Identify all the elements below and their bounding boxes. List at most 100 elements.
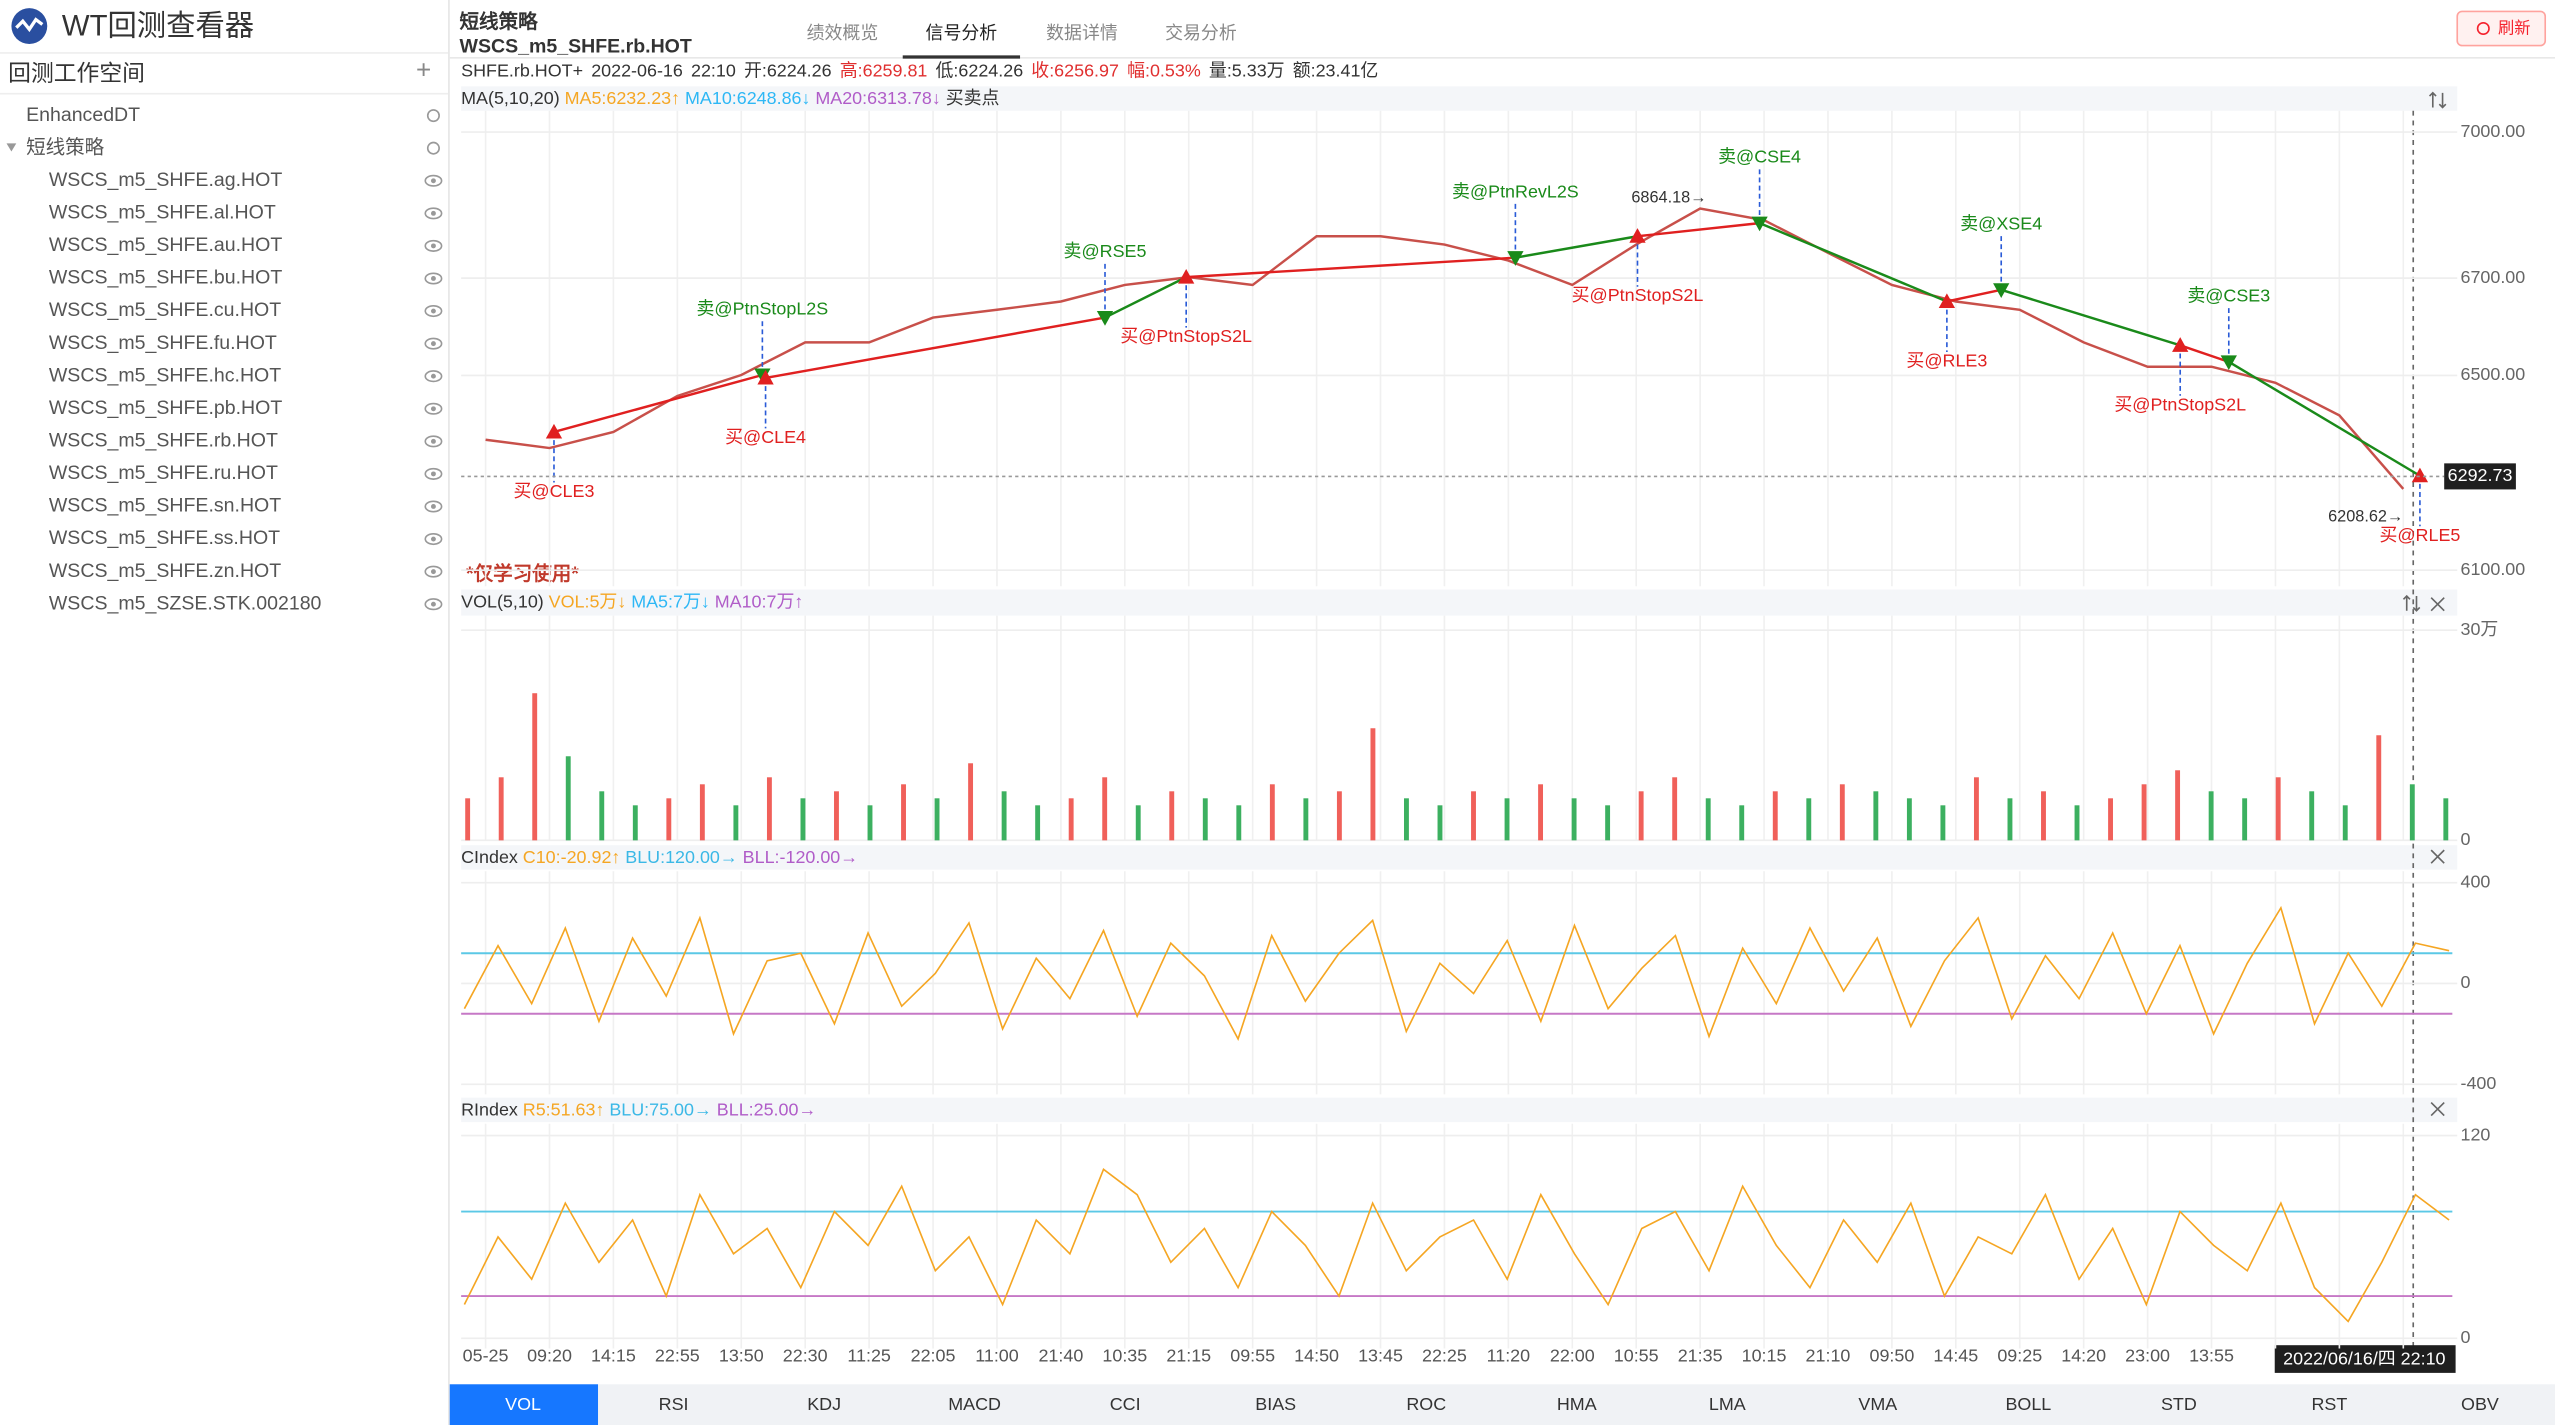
indicator-tab[interactable]: BIAS bbox=[1255, 1394, 1296, 1414]
tab[interactable]: 交易分析 bbox=[1165, 23, 1237, 43]
indicator-tab[interactable]: RST bbox=[2312, 1394, 2348, 1414]
eye-pupil bbox=[430, 341, 436, 347]
tree-leaf[interactable]: WSCS_m5_SHFE.ss.HOT bbox=[49, 527, 280, 549]
tree-node[interactable]: 短线策略 bbox=[26, 136, 105, 158]
close-icon[interactable] bbox=[2430, 849, 2445, 864]
extreme-label: 6864.18→ bbox=[1631, 188, 1706, 206]
x-tick-label: 13:45 bbox=[1358, 1345, 1403, 1365]
x-tick-label: 21:40 bbox=[1038, 1345, 1083, 1365]
tab[interactable]: 数据详情 bbox=[1046, 23, 1118, 43]
cursor-label: 2022/06/16/四 22:10 bbox=[2283, 1349, 2445, 1369]
eye-icon bbox=[424, 598, 443, 611]
x-tick-label: 21:35 bbox=[1678, 1345, 1723, 1365]
tree-leaf[interactable]: WSCS_m5_SHFE.sn.HOT bbox=[49, 495, 281, 517]
x-tick-label: 11:25 bbox=[847, 1345, 891, 1365]
tree-caret bbox=[6, 143, 17, 152]
y-tick-label: 6700.00 bbox=[2460, 267, 2525, 287]
eye-icon bbox=[424, 402, 443, 415]
indicator-tab[interactable]: BOLL bbox=[2005, 1394, 2051, 1414]
signal-marker bbox=[1096, 311, 1114, 326]
volume-bar bbox=[666, 798, 672, 841]
indicator-tab[interactable]: RSI bbox=[659, 1394, 689, 1414]
panel-legend: MA5:6232.23↑ bbox=[565, 88, 681, 108]
x-tick-label: 09:55 bbox=[1230, 1345, 1275, 1365]
volume-bar bbox=[1068, 798, 1074, 841]
signal-label: 买@RLE5 bbox=[2379, 525, 2460, 545]
quote-field: 额:23.41亿 bbox=[1293, 60, 1379, 80]
panel-legend: BLL:25.00→ bbox=[717, 1099, 817, 1119]
tab[interactable]: 绩效概览 bbox=[807, 23, 879, 43]
indicator-tab[interactable]: VOL bbox=[505, 1394, 541, 1414]
signal-marker bbox=[1993, 283, 2010, 298]
resize-icon[interactable] bbox=[2428, 91, 2447, 109]
signal-label: 卖@PtnStopL2S bbox=[697, 299, 829, 319]
tab[interactable]: 信号分析 bbox=[926, 23, 998, 43]
indicator-tab[interactable]: LMA bbox=[1709, 1394, 1746, 1414]
close-icon[interactable] bbox=[2430, 597, 2445, 612]
trade-line bbox=[1946, 288, 2002, 303]
tree-leaf[interactable]: WSCS_m5_SHFE.au.HOT bbox=[49, 234, 282, 256]
add-button[interactable]: + bbox=[416, 55, 431, 85]
tree-leaf[interactable]: WSCS_m5_SHFE.al.HOT bbox=[49, 202, 276, 224]
volume-bar bbox=[733, 805, 739, 841]
volume-bar bbox=[1772, 791, 1778, 841]
tree-leaf[interactable]: WSCS_m5_SHFE.zn.HOT bbox=[49, 560, 281, 582]
tree-leaf[interactable]: WSCS_m5_SHFE.ru.HOT bbox=[49, 462, 278, 484]
indicator-tab-active[interactable] bbox=[449, 1384, 599, 1425]
eye-icon bbox=[424, 337, 443, 350]
tree-leaf[interactable]: WSCS_m5_SHFE.ag.HOT bbox=[49, 169, 282, 191]
resize-icon[interactable] bbox=[2402, 594, 2421, 612]
indicator-tab[interactable]: OBV bbox=[2461, 1394, 2499, 1414]
refresh-button[interactable] bbox=[2456, 10, 2547, 47]
refresh-icon bbox=[426, 141, 440, 155]
x-tick-label: 14:15 bbox=[591, 1345, 636, 1365]
trade-line bbox=[765, 316, 1106, 380]
eye-icon bbox=[424, 305, 443, 318]
signal-label: 卖@XSE4 bbox=[1960, 213, 2042, 233]
volume-bar bbox=[2242, 798, 2248, 841]
panel-icons bbox=[2402, 91, 2447, 1117]
indicator-tab[interactable]: HMA bbox=[1557, 1394, 1597, 1414]
panel-header bbox=[461, 1097, 2458, 1123]
tree-node[interactable]: EnhancedDT bbox=[26, 104, 140, 126]
x-tick-label: 13:55 bbox=[2189, 1345, 2234, 1365]
tree-leaf[interactable]: WSCS_m5_SHFE.hc.HOT bbox=[49, 364, 281, 386]
eye-icon bbox=[424, 467, 443, 480]
eye-pupil bbox=[430, 438, 436, 444]
volume-bar bbox=[800, 798, 806, 841]
panel-legend: MA5:7万↓ bbox=[631, 591, 710, 611]
refresh-icon bbox=[2476, 21, 2490, 36]
indicator-tab[interactable]: ROC bbox=[1406, 1394, 1446, 1414]
tree-leaf[interactable]: WSCS_m5_SHFE.cu.HOT bbox=[49, 299, 281, 321]
volume-bar bbox=[465, 798, 471, 841]
tree-leaf[interactable]: WSCS_m5_SHFE.pb.HOT bbox=[49, 397, 282, 419]
eye-pupil bbox=[430, 276, 436, 281]
close-icon[interactable] bbox=[2430, 1101, 2445, 1117]
tree-leaf[interactable]: WSCS_m5_SZSE.STK.002180 bbox=[49, 592, 322, 614]
volume-bar bbox=[1839, 784, 1845, 841]
signal-marker bbox=[545, 423, 563, 439]
indicator-tab[interactable]: STD bbox=[2161, 1394, 2197, 1414]
volume-bar bbox=[1873, 791, 1879, 841]
indicator-tab[interactable]: CCI bbox=[1110, 1394, 1141, 1414]
indicator-tab[interactable]: VMA bbox=[1858, 1394, 1897, 1414]
y-tick-label: 0 bbox=[2460, 972, 2470, 992]
last-price-label: 6292.73 bbox=[2448, 465, 2513, 485]
volume-bar bbox=[1906, 798, 1912, 841]
indicator-tab[interactable]: KDJ bbox=[807, 1394, 841, 1414]
indicator-bar bbox=[449, 1384, 2555, 1425]
signal-marker bbox=[2172, 337, 2189, 352]
tree-leaf[interactable]: WSCS_m5_SHFE.fu.HOT bbox=[49, 332, 277, 354]
tree-leaf[interactable]: WSCS_m5_SHFE.bu.HOT bbox=[49, 267, 282, 289]
panel-header bbox=[461, 589, 2458, 616]
refresh-label[interactable]: 刷新 bbox=[2498, 20, 2531, 38]
trade-line bbox=[1759, 221, 1948, 303]
eye-icon bbox=[424, 239, 443, 252]
tree-leaf[interactable]: WSCS_m5_SHFE.rb.HOT bbox=[49, 430, 278, 452]
indicator-tab[interactable]: MACD bbox=[948, 1394, 1001, 1414]
refresh-icon bbox=[426, 109, 440, 123]
eye-pupil bbox=[430, 471, 436, 477]
